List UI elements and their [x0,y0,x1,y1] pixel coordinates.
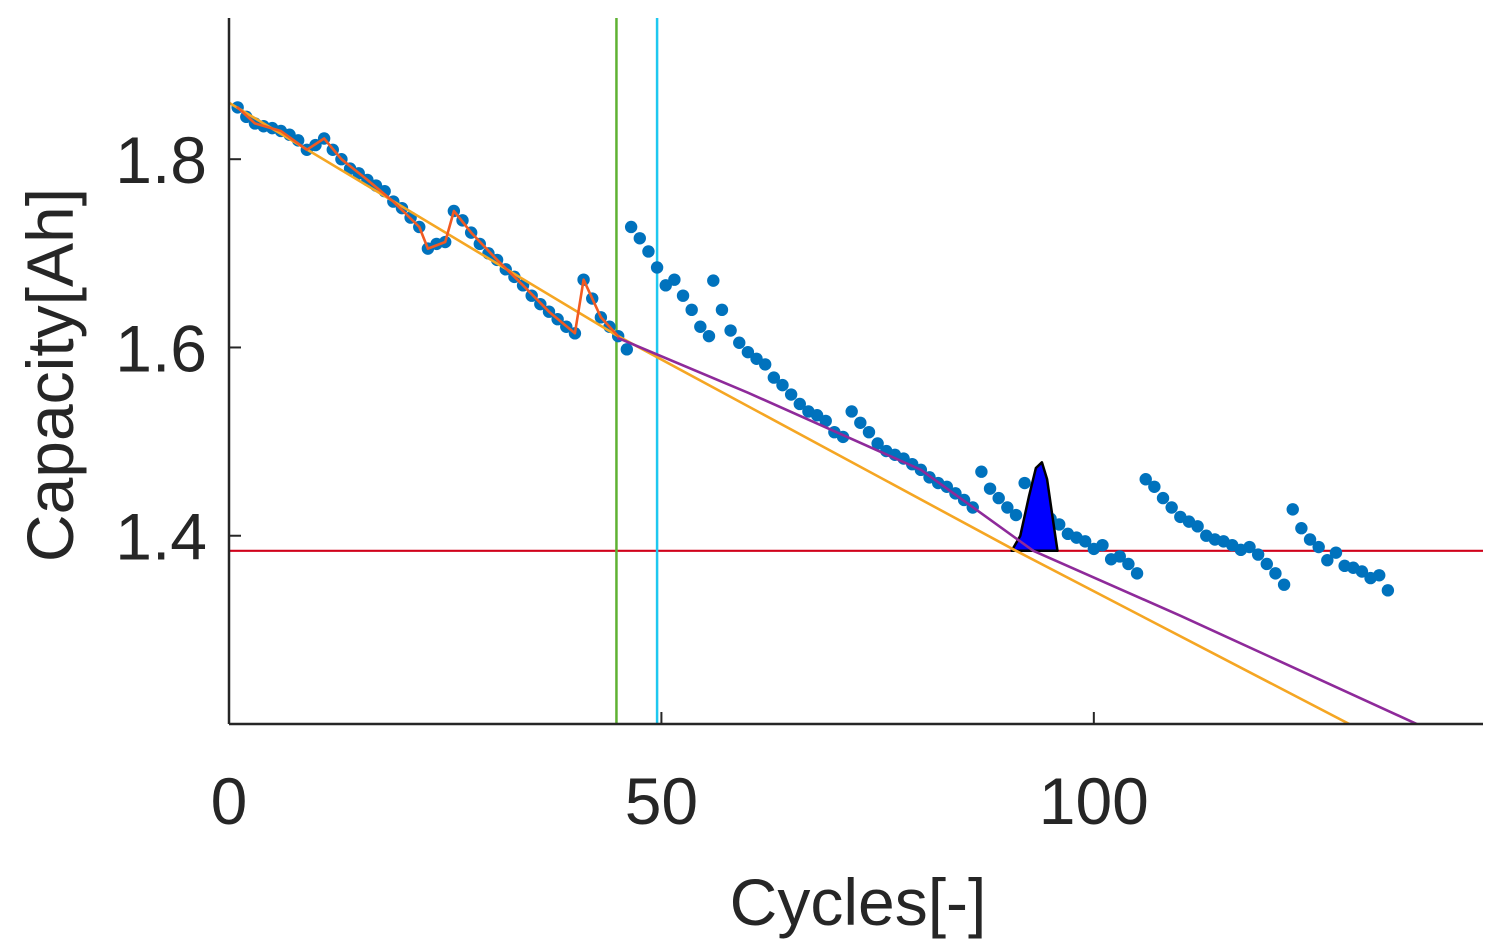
measured-point [473,237,486,251]
training-fit-line [236,106,620,338]
measured-point [694,320,707,333]
measured-point [776,378,789,392]
measured-point [1329,546,1343,559]
measured-point [1139,473,1152,486]
measured-point [1373,569,1386,582]
measured-point [1321,554,1334,567]
measured-point [1130,567,1144,580]
measured-point [1001,501,1014,514]
eol-distribution-area [1010,461,1059,553]
measured-point [1303,533,1317,546]
measured-point [983,482,997,495]
measured-point [1277,578,1291,591]
measured-point [733,336,746,349]
measured-point [992,491,1005,505]
x-tick-label: 100 [1039,764,1149,838]
measured-point [741,345,755,359]
measured-point [845,405,858,418]
measured-point [975,465,988,478]
measured-point [1312,540,1325,554]
measured-point [650,261,664,274]
x-tick-label: 50 [625,764,698,838]
measured-point [624,220,638,234]
axes: 0 50 100 1.4 1.6 1.8 [115,18,1483,838]
measured-point [1243,540,1256,554]
measured-point [819,414,832,428]
measured-point [862,425,876,439]
measured-point [854,416,867,429]
measured-point [1251,548,1265,561]
measured-point [1295,522,1308,535]
measured-point [702,329,716,343]
measured-point [1113,550,1126,563]
predicted-degradation-line [616,336,1420,724]
measured-point [1191,520,1204,533]
measured-point [1269,567,1282,580]
y-tick-label: 1.6 [115,311,207,385]
measured-point [1165,501,1178,514]
measured-point [715,303,729,317]
linear-regression-line [229,101,1353,724]
measured-point [1148,480,1161,493]
y-tick-label: 1.8 [115,123,207,197]
measured-point [724,324,737,337]
measured-point [668,273,681,286]
y-tick-label: 1.4 [115,500,207,574]
measured-point [633,232,646,245]
x-axis-label: Cycles[-] [730,865,987,939]
measured-point [1355,565,1369,578]
measured-point [758,358,772,371]
measured-point [1009,508,1023,522]
measured-point [1286,503,1299,516]
measured-point [1156,491,1170,505]
measured-point [707,274,720,287]
measured-point [620,343,634,356]
measured-point [1078,535,1092,548]
measured-point [793,397,806,411]
measured-point [1018,476,1031,490]
measured-point [676,289,690,302]
y-axis-label: Capacity[Ah] [13,188,87,562]
plot-area [229,18,1483,724]
measured-point [1260,557,1273,571]
measured-point [685,303,698,317]
measured-point [767,371,781,384]
measured-point [871,437,884,450]
measured-point [784,388,798,401]
x-tick-label: 0 [211,764,248,838]
measured-point [642,245,655,258]
measured-point [1053,518,1066,531]
measured-point [1381,584,1395,597]
measured-point [1096,538,1109,552]
measured-point [1122,557,1135,571]
